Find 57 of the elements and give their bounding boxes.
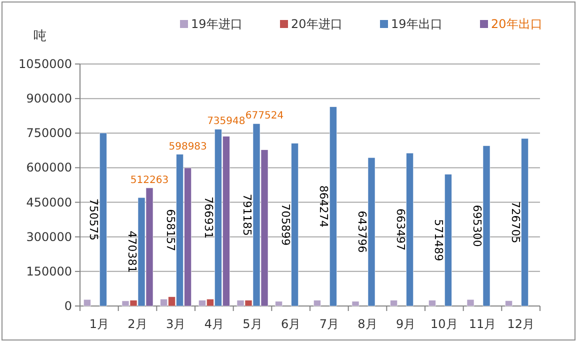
bar (390, 300, 398, 306)
data-label: 663497 (394, 208, 407, 251)
bar (444, 174, 452, 306)
y-tick-label: 0 (64, 299, 72, 313)
bar (521, 138, 528, 306)
bar (100, 132, 107, 306)
data-label: 705899 (278, 204, 292, 246)
y-tick-label: 300000 (26, 230, 72, 244)
legend-label: 20年出口 (491, 17, 542, 31)
bar (482, 146, 490, 306)
bar (466, 299, 474, 306)
bar (291, 143, 298, 306)
data-label: 864274 (317, 185, 330, 228)
y-tick-label: 600000 (26, 160, 72, 175)
x-tick-label: 2月 (128, 317, 148, 331)
x-tick-label: 5月 (242, 317, 262, 331)
data-label: 598983 (168, 141, 207, 152)
data-label: 750575 (87, 198, 100, 241)
bar (330, 106, 337, 306)
data-label: 571489 (432, 219, 446, 262)
x-tick-label: 1月 (89, 317, 109, 331)
data-label: 512263 (130, 174, 169, 186)
data-label: 766931 (202, 196, 216, 239)
bar (275, 301, 282, 306)
data-label: 695300 (470, 204, 484, 247)
bar (368, 157, 376, 306)
x-tick-label: 4月 (204, 317, 224, 331)
x-tick-label: 11月 (468, 317, 496, 331)
y-tick-label: 150000 (26, 264, 72, 278)
bar (84, 299, 91, 306)
y-tick-label: 450000 (26, 195, 72, 210)
y-tick-label: 750000 (26, 126, 72, 140)
y-axis-title: 吨 (34, 29, 46, 44)
x-tick-label: 3月 (166, 317, 186, 331)
bar (352, 301, 360, 306)
x-tick-label: 9月 (396, 317, 416, 331)
legend-label: 19年进口 (191, 17, 242, 31)
x-tick-label: 6月 (281, 317, 301, 331)
legend-label: 20年进口 (291, 17, 342, 31)
bar (406, 152, 414, 306)
bar (314, 300, 321, 306)
data-label: 643796 (356, 210, 368, 253)
data-label: 470381 (126, 230, 138, 273)
bar (505, 300, 512, 306)
bar (428, 300, 436, 306)
data-label: 677524 (245, 110, 284, 122)
data-label: 735948 (207, 116, 246, 128)
data-label: 791185 (240, 194, 254, 236)
legend-label: 19年出口 (391, 17, 442, 31)
y-tick-label: 1050000 (18, 57, 72, 71)
x-tick-label: 7月 (319, 317, 339, 331)
data-label: 658157 (164, 209, 177, 252)
x-tick-label: 10月 (430, 317, 458, 331)
x-tick-label: 12月 (507, 317, 534, 331)
data-label: 726705 (508, 201, 522, 244)
y-tick-label: 900000 (26, 92, 72, 106)
x-tick-label: 8月 (358, 317, 378, 331)
